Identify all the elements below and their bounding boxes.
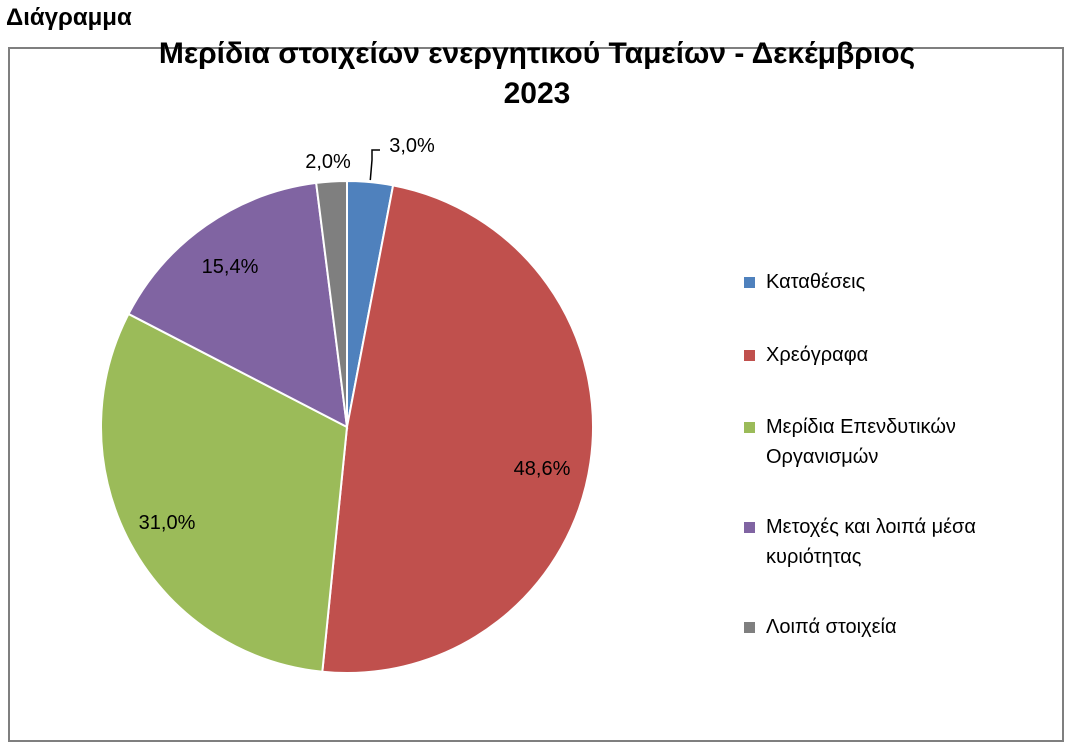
legend-swatch xyxy=(744,422,755,433)
legend-label: Μετοχές και λοιπά μέσα xyxy=(766,516,976,538)
data-label-4: 15,4% xyxy=(202,256,259,278)
legend-item-1: Καταθέσεις xyxy=(744,267,1054,297)
legend-swatch xyxy=(744,522,755,533)
legend-label: Οργανισμών xyxy=(766,446,879,468)
data-label-1: 3,0% xyxy=(389,135,435,157)
legend-label: Μερίδια Επενδυτικών xyxy=(766,416,956,438)
chart-legend: Καταθέσεις Χρεόγραφα Μερίδια Επενδυτικών Ορ… xyxy=(744,267,1054,642)
legend-item-3: Μερίδια Επενδυτικών Οργανισμών xyxy=(744,412,1054,472)
leader-line xyxy=(369,149,380,181)
legend-label: Λοιπά στοιχεία xyxy=(766,616,897,638)
pie-slice-2 xyxy=(321,184,594,674)
legend-label: κυριότητας xyxy=(766,546,862,568)
legend-item-2: Χρεόγραφα xyxy=(744,340,1054,370)
legend-label: Καταθέσεις xyxy=(766,271,866,293)
data-label-5: 2,0% xyxy=(305,151,351,173)
legend-swatch xyxy=(744,622,755,633)
legend-item-4: Μετοχές και λοιπά μέσα κυριότητας xyxy=(744,512,1054,572)
legend-swatch xyxy=(744,350,755,361)
pie-slice-4 xyxy=(127,181,349,429)
legend-label: Χρεόγραφα xyxy=(766,344,869,366)
data-label-3: 31,0% xyxy=(139,512,196,534)
data-label-2: 48,6% xyxy=(514,458,571,480)
pie-slice-5 xyxy=(315,179,348,428)
pie-slice-3 xyxy=(100,312,349,673)
legend-swatch xyxy=(744,277,755,288)
section-heading: Διάγραμμα xyxy=(6,4,132,31)
legend-item-5: Λοιπά στοιχεία xyxy=(744,612,1054,642)
